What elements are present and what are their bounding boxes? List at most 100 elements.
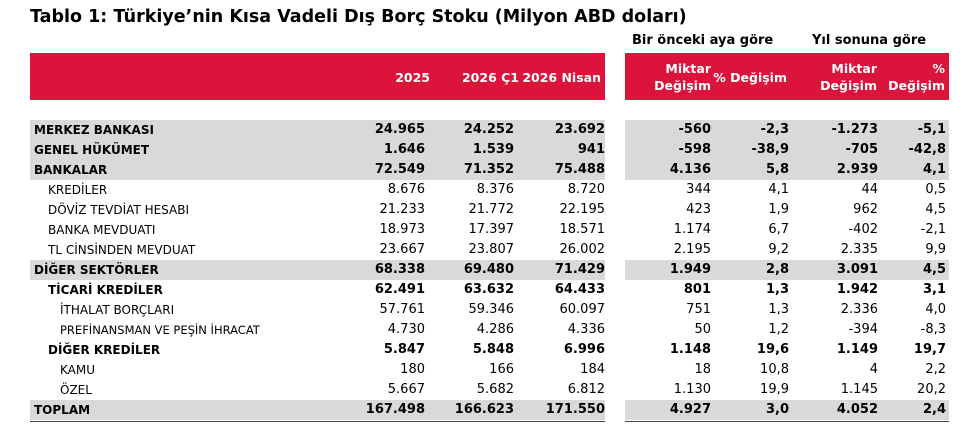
- cell-2026-april: 71.429: [554, 262, 605, 277]
- cell-2026-april: 18.571: [559, 222, 606, 237]
- table-row: DİĞER KREDİLER 5.847 5.848 6.996 1.148 1…: [0, 340, 979, 360]
- cell-2026-april: 941: [577, 142, 605, 157]
- cell-mom-pct: -38,9: [751, 142, 789, 157]
- row-shade: [30, 140, 605, 160]
- row-shade: [625, 160, 949, 180]
- cell-ytd-amount: 1.942: [836, 282, 878, 297]
- cell-2026-april: 23.692: [554, 122, 605, 137]
- cell-mom-pct: 3,0: [765, 402, 789, 417]
- cell-mom-amount: 423: [686, 202, 711, 217]
- cell-2025: 167.498: [365, 402, 425, 417]
- table-row: TİCARİ KREDİLER 62.491 63.632 64.433 801…: [0, 280, 979, 300]
- header-band-right: Miktar Değişim % Değişim Miktar Değişim …: [625, 53, 949, 100]
- cell-mom-pct: 4,1: [768, 182, 789, 197]
- row-label: TL CİNSİNDEN MEVDUAT: [48, 243, 196, 257]
- table-row: DÖVİZ TEVDİAT HESABI 21.233 21.772 22.19…: [0, 200, 979, 220]
- cell-2026-q1: 5.848: [472, 342, 514, 357]
- cell-mom-amount: 344: [686, 182, 711, 197]
- cell-mom-pct: 5,8: [765, 162, 789, 177]
- cell-ytd-pct: 19,7: [913, 342, 946, 357]
- col-header-2026-q1: 2026 Ç1: [461, 70, 519, 85]
- row-label: DİĞER SEKTÖRLER: [34, 263, 159, 277]
- cell-2026-april: 26.002: [559, 242, 606, 257]
- cell-ytd-pct: 4,5: [922, 262, 946, 277]
- table-row: BANKA MEVDUATI 18.973 17.397 18.571 1.17…: [0, 220, 979, 240]
- cell-mom-amount: 801: [683, 282, 711, 297]
- group-header-ytd: Yıl sonuna göre: [812, 33, 927, 48]
- cell-ytd-amount: 1.149: [836, 342, 878, 357]
- cell-ytd-amount: 962: [853, 202, 878, 217]
- cell-mom-pct: 1,2: [768, 322, 789, 337]
- cell-2026-q1: 69.480: [463, 262, 514, 277]
- row-label: BANKALAR: [34, 163, 108, 177]
- col-header-2026-april: 2026 Nisan: [522, 70, 601, 85]
- table-row: MERKEZ BANKASI 24.965 24.252 23.692 -560…: [0, 120, 979, 140]
- table-row: PREFİNANSMAN VE PEŞİN İHRACAT 4.730 4.28…: [0, 320, 979, 340]
- cell-mom-amount: 4.136: [669, 162, 711, 177]
- cell-2026-q1: 23.807: [468, 242, 515, 257]
- cell-mom-amount: 1.148: [669, 342, 711, 357]
- cell-ytd-pct: 2,4: [922, 402, 946, 417]
- cell-mom-pct: -2,3: [760, 122, 789, 137]
- cell-ytd-amount: 4: [869, 362, 878, 377]
- cell-2026-q1: 166: [489, 362, 514, 377]
- row-shade: [625, 400, 949, 420]
- cell-2025: 1.646: [383, 142, 425, 157]
- cell-ytd-amount: -1.273: [831, 122, 878, 137]
- cell-2025: 68.338: [374, 262, 425, 277]
- cell-2025: 57.761: [379, 302, 426, 317]
- cell-2026-q1: 59.346: [468, 302, 515, 317]
- col-header-mom-pct: % Değişim: [713, 70, 787, 85]
- row-label: GENEL HÜKÜMET: [34, 143, 150, 157]
- cell-2025: 18.973: [379, 222, 426, 237]
- cell-2025: 21.233: [379, 202, 426, 217]
- bottom-rule-right: [625, 421, 949, 422]
- cell-2026-april: 64.433: [554, 282, 605, 297]
- bottom-rule-left: [30, 421, 605, 422]
- cell-ytd-pct: -8,3: [920, 322, 946, 337]
- col-header-ytd-pct-2: Değişim: [888, 78, 945, 93]
- table-row: GENEL HÜKÜMET 1.646 1.539 941 -598 -38,9…: [0, 140, 979, 160]
- cell-mom-pct: 19,9: [760, 382, 789, 397]
- table-title: Tablo 1: Türkiye’nin Kısa Vadeli Dış Bor…: [30, 7, 687, 27]
- cell-2026-april: 60.097: [559, 302, 606, 317]
- row-label: PREFİNANSMAN VE PEŞİN İHRACAT: [60, 323, 260, 337]
- row-label: DÖVİZ TEVDİAT HESABI: [48, 203, 190, 217]
- cell-ytd-pct: 9,9: [925, 242, 946, 257]
- cell-2026-q1: 63.632: [463, 282, 514, 297]
- cell-2026-q1: 4.286: [476, 322, 514, 337]
- row-label: TİCARİ KREDİLER: [48, 283, 163, 297]
- cell-mom-amount: 1.130: [673, 382, 711, 397]
- row-shade: [30, 120, 605, 140]
- cell-2026-april: 184: [580, 362, 605, 377]
- cell-mom-pct: 9,2: [768, 242, 789, 257]
- cell-ytd-pct: -5,1: [917, 122, 946, 137]
- cell-ytd-pct: 0,5: [925, 182, 946, 197]
- cell-2025: 180: [400, 362, 425, 377]
- row-shade: [30, 260, 605, 280]
- cell-ytd-pct: 20,2: [917, 382, 946, 397]
- cell-ytd-amount: 4.052: [836, 402, 878, 417]
- table-row: KREDİLER 8.676 8.376 8.720 344 4,1 44 0,…: [0, 180, 979, 200]
- table-row: TL CİNSİNDEN MEVDUAT 23.667 23.807 26.00…: [0, 240, 979, 260]
- row-label: ÖZEL: [60, 383, 92, 397]
- cell-mom-amount: 1.174: [673, 222, 711, 237]
- table-row: DİĞER SEKTÖRLER 68.338 69.480 71.429 1.9…: [0, 260, 979, 280]
- cell-ytd-pct: 4,1: [922, 162, 946, 177]
- cell-mom-pct: 1,3: [765, 282, 789, 297]
- cell-2026-q1: 24.252: [463, 122, 514, 137]
- cell-2026-q1: 71.352: [463, 162, 514, 177]
- col-header-ytd-amount-2: Değişim: [820, 78, 877, 93]
- cell-2026-april: 6.996: [563, 342, 605, 357]
- cell-mom-amount: 2.195: [673, 242, 711, 257]
- cell-mom-amount: -560: [678, 122, 711, 137]
- cell-ytd-amount: -402: [848, 222, 878, 237]
- cell-ytd-pct: 4,0: [925, 302, 946, 317]
- cell-2026-q1: 166.623: [454, 402, 514, 417]
- cell-mom-pct: 2,8: [765, 262, 789, 277]
- cell-2026-april: 22.195: [559, 202, 606, 217]
- col-header-ytd-pct-1: %: [932, 61, 945, 76]
- table-row: KAMU 180 166 184 18 10,8 4 2,2: [0, 360, 979, 380]
- cell-2026-q1: 17.397: [468, 222, 515, 237]
- cell-2025: 5.667: [387, 382, 425, 397]
